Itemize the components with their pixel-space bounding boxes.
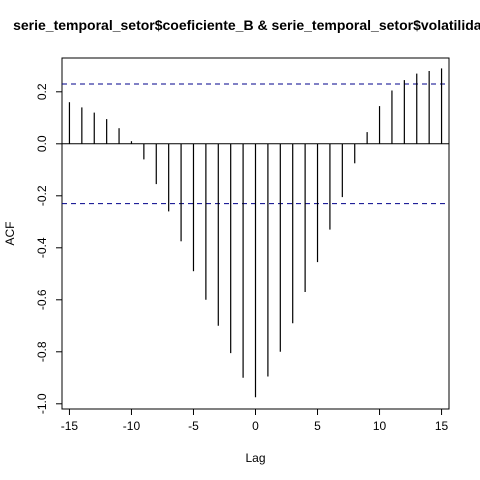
y-tick-label: -0.6 — [35, 289, 49, 310]
x-axis: -15 -10 -5 0 5 10 15 — [61, 409, 449, 433]
chart-title: serie_temporal_setor$coeficiente_B & ser… — [13, 17, 480, 33]
y-tick-label: -0.4 — [35, 237, 49, 258]
y-axis: -1.0 -0.8 -0.6 -0.4 -0.2 0.0 0.2 — [35, 83, 62, 414]
x-tick-label: 10 — [373, 419, 387, 433]
x-tick-label: -10 — [123, 419, 141, 433]
x-tick-label: 0 — [252, 419, 259, 433]
y-tick-label: -0.2 — [35, 185, 49, 206]
y-tick-label: -1.0 — [35, 393, 49, 414]
y-tick-label: 0.0 — [35, 135, 49, 152]
x-tick-label: 5 — [314, 419, 321, 433]
x-axis-label: Lag — [245, 451, 265, 465]
x-tick-label: -5 — [188, 419, 199, 433]
x-tick-label: 15 — [435, 419, 449, 433]
y-axis-label: ACF — [3, 222, 17, 246]
y-tick-label: 0.2 — [35, 83, 49, 100]
acf-bars — [68, 68, 443, 398]
y-tick-label: -0.8 — [35, 341, 49, 362]
x-tick-label: -15 — [61, 419, 79, 433]
